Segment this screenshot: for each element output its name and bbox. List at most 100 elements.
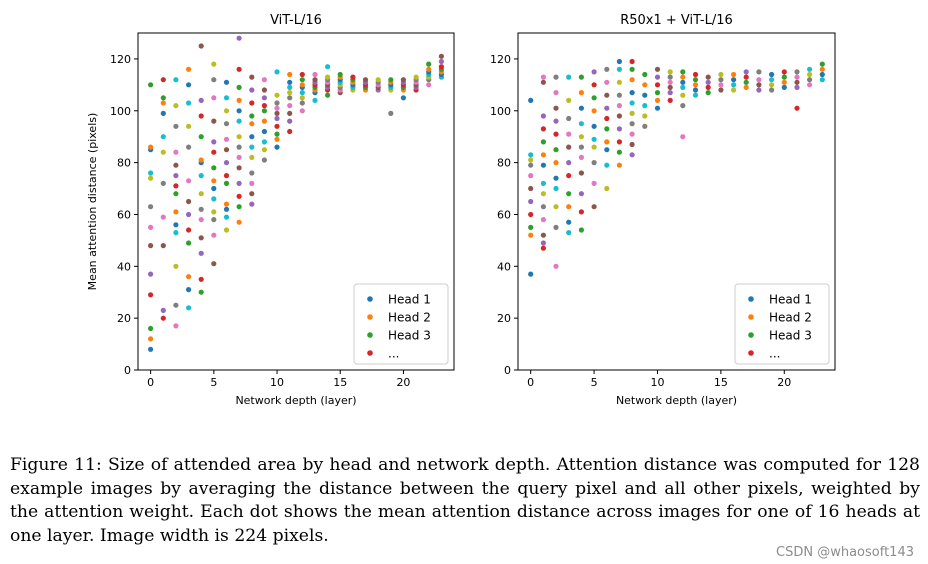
data-point	[680, 74, 686, 80]
data-point	[236, 193, 242, 199]
data-point	[261, 139, 267, 145]
data-point	[553, 204, 559, 210]
data-point	[743, 74, 749, 80]
data-point	[160, 95, 166, 101]
data-point	[261, 108, 267, 114]
data-point	[819, 77, 825, 83]
legend-box	[734, 283, 830, 365]
data-point	[578, 121, 585, 127]
data-point	[198, 276, 204, 282]
data-point	[236, 84, 242, 90]
data-point	[148, 336, 154, 342]
data-point	[604, 92, 610, 98]
data-point	[249, 201, 255, 207]
legend-label: ...	[769, 347, 780, 361]
data-point	[426, 61, 432, 67]
data-point	[198, 97, 204, 103]
data-point	[629, 77, 635, 83]
data-point	[261, 77, 267, 83]
data-point	[540, 245, 547, 251]
data-point	[553, 74, 559, 80]
x-tick-label: 5	[591, 376, 598, 389]
data-point	[616, 139, 623, 145]
data-point	[160, 100, 166, 106]
data-point	[680, 69, 686, 75]
data-points	[528, 58, 825, 277]
data-point	[325, 64, 331, 70]
data-point	[654, 82, 661, 88]
legend-marker	[367, 314, 373, 320]
data-point	[528, 232, 534, 238]
data-point	[667, 90, 673, 96]
data-point	[287, 95, 293, 101]
data-point	[148, 271, 154, 277]
data-point	[629, 121, 635, 127]
data-point	[198, 250, 204, 256]
data-point	[236, 154, 242, 160]
legend-marker	[748, 314, 754, 320]
data-point	[249, 121, 255, 127]
data-point	[186, 144, 192, 150]
data-point	[160, 149, 166, 155]
data-point	[287, 71, 293, 78]
data-point	[807, 66, 813, 72]
data-point	[819, 61, 825, 67]
data-point	[211, 77, 217, 83]
data-point	[299, 71, 305, 78]
watermark: CSDN @whaosoft143	[776, 545, 914, 560]
data-point	[173, 173, 179, 179]
data-point	[287, 110, 293, 116]
data-point	[591, 95, 597, 101]
data-point	[413, 74, 419, 80]
data-point	[604, 139, 610, 145]
data-point	[566, 204, 572, 210]
data-point	[148, 204, 154, 210]
data-point	[223, 227, 230, 233]
data-point	[604, 162, 610, 168]
data-point	[642, 82, 648, 88]
data-point	[274, 136, 280, 142]
data-point	[173, 230, 179, 236]
x-tick-label: 5	[210, 376, 217, 389]
data-point	[148, 325, 154, 332]
data-point	[173, 191, 179, 197]
data-point	[426, 82, 432, 88]
data-point	[173, 263, 179, 269]
data-point	[528, 162, 534, 168]
data-point	[553, 131, 559, 137]
data-point	[211, 209, 217, 215]
data-point	[287, 84, 293, 90]
data-point	[211, 217, 217, 223]
data-point	[566, 230, 572, 236]
data-point	[287, 128, 293, 135]
data-point	[743, 79, 749, 85]
data-point	[148, 175, 154, 181]
data-point	[540, 126, 547, 132]
data-point	[274, 123, 280, 129]
data-point	[528, 271, 534, 277]
data-point	[249, 170, 255, 176]
data-point	[807, 77, 813, 83]
data-point	[540, 79, 547, 85]
data-point	[566, 97, 572, 103]
data-point	[362, 77, 369, 83]
data-point	[553, 185, 559, 192]
data-point	[781, 84, 787, 90]
data-point	[629, 110, 635, 116]
y-tick-label: 80	[497, 157, 511, 170]
data-point	[604, 115, 610, 122]
data-point	[731, 71, 737, 78]
data-point	[186, 287, 192, 293]
data-point	[629, 152, 635, 158]
data-point	[160, 110, 166, 116]
data-point	[642, 113, 648, 119]
data-point	[540, 217, 547, 223]
data-point	[299, 77, 305, 83]
data-point	[388, 110, 394, 116]
data-point	[629, 100, 635, 106]
data-point	[629, 66, 635, 72]
y-tick-label: 80	[117, 157, 131, 170]
data-point	[540, 191, 547, 197]
data-point	[591, 180, 597, 186]
data-point	[236, 219, 242, 225]
